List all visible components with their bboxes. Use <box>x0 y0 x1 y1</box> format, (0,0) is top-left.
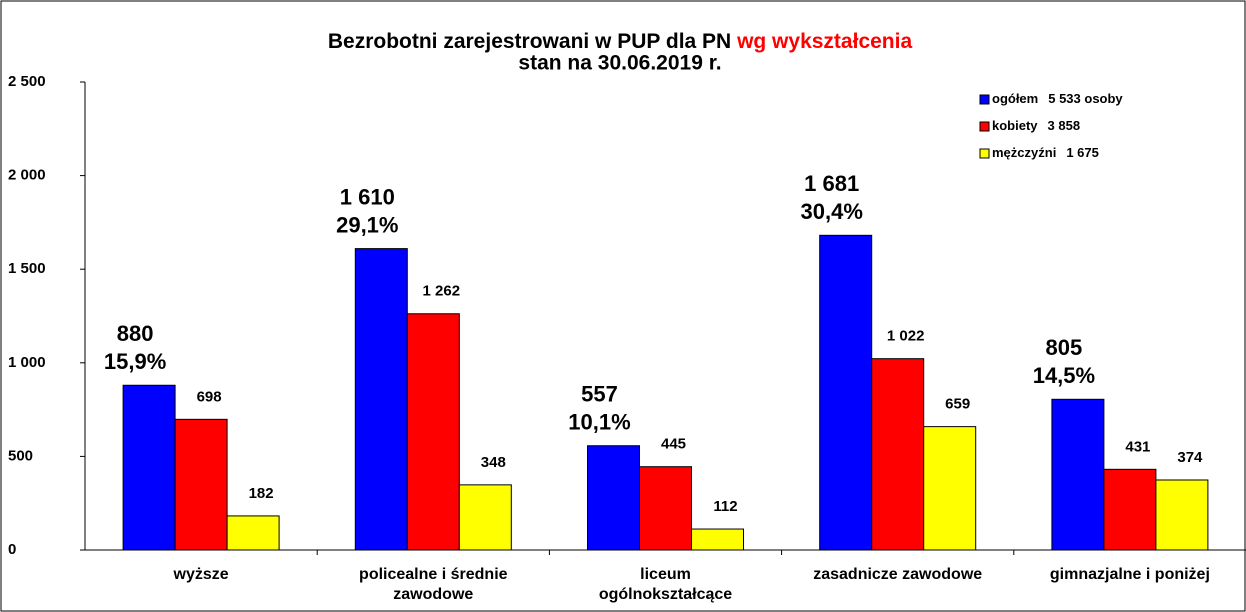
share-label: 29,1% <box>336 212 398 237</box>
bar <box>871 358 925 551</box>
bar <box>1103 468 1157 551</box>
bar <box>458 484 512 551</box>
value-label: 1 022 <box>887 328 925 345</box>
bar <box>639 466 692 551</box>
value-label: 805 <box>1046 335 1083 360</box>
value-label: 374 <box>1177 449 1203 466</box>
value-label: 348 <box>481 454 506 471</box>
x-tick-label: liceum <box>640 566 691 583</box>
bar <box>174 418 228 551</box>
value-label: 698 <box>197 388 222 405</box>
value-label: 880 <box>117 321 154 346</box>
value-label: 1 681 <box>804 171 859 196</box>
title-main: Bezrobotni zarejestrowani w PUP dla PN <box>328 30 731 53</box>
value-label: 431 <box>1125 438 1150 455</box>
y-tick-label: 500 <box>8 447 33 464</box>
value-label: 1 262 <box>423 283 461 300</box>
y-tick-label: 1 000 <box>8 354 46 371</box>
value-label: 182 <box>249 485 274 502</box>
legend-total: 1 675 <box>1066 145 1099 160</box>
share-label: 15,9% <box>104 349 166 374</box>
share-label: 30,4% <box>801 199 863 224</box>
legend-swatch <box>979 121 990 132</box>
value-label: 557 <box>581 382 618 407</box>
bar <box>226 515 280 551</box>
x-tick-label: zawodowe <box>393 586 473 603</box>
x-tick-label: ogólnokształcące <box>599 586 732 603</box>
chart-subtitle: stan na 30.06.2019 r. <box>518 52 721 75</box>
value-label: 659 <box>945 396 970 413</box>
share-label: 10,1% <box>568 410 630 435</box>
legend-label: kobiety 3 858 <box>992 118 1080 133</box>
bar <box>354 248 408 551</box>
value-label: 1 610 <box>340 184 395 209</box>
legend-label: mężczyźni 1 675 <box>992 145 1099 160</box>
y-tick-label: 2 500 <box>8 73 46 90</box>
x-tick-label: wyższe <box>173 566 229 583</box>
value-label: 445 <box>661 436 686 453</box>
title-highlight: wg wykształcenia <box>736 30 912 53</box>
bar <box>1155 479 1209 551</box>
bar <box>819 234 873 551</box>
bar <box>1051 398 1105 551</box>
y-tick-label: 1 500 <box>8 260 46 277</box>
x-tick-label: zasadnicze zawodowe <box>813 566 982 583</box>
share-label: 14,5% <box>1033 363 1095 388</box>
legend-total: 3 858 <box>1048 118 1081 133</box>
bar <box>406 313 460 551</box>
bar <box>923 426 977 551</box>
x-tick-label: policealne i średnie <box>359 566 508 583</box>
bar <box>691 528 744 551</box>
legend-name: mężczyźni <box>992 145 1056 160</box>
legend-name: ogółem <box>992 91 1038 106</box>
chart-title: Bezrobotni zarejestrowani w PUP dla PN w… <box>328 30 913 53</box>
legend-total: 5 533 osoby <box>1048 91 1123 106</box>
bar <box>587 445 640 551</box>
y-tick-label: 2 000 <box>8 167 46 184</box>
legend-name: kobiety <box>992 118 1038 133</box>
bar <box>122 384 176 551</box>
value-label: 112 <box>713 498 737 515</box>
x-tick-label: gimnazjalne i poniżej <box>1050 566 1210 583</box>
legend-label: ogółem 5 533 osoby <box>992 91 1123 106</box>
legend-swatch <box>979 94 990 105</box>
y-tick-label: 0 <box>8 541 16 558</box>
legend-swatch <box>979 148 990 159</box>
